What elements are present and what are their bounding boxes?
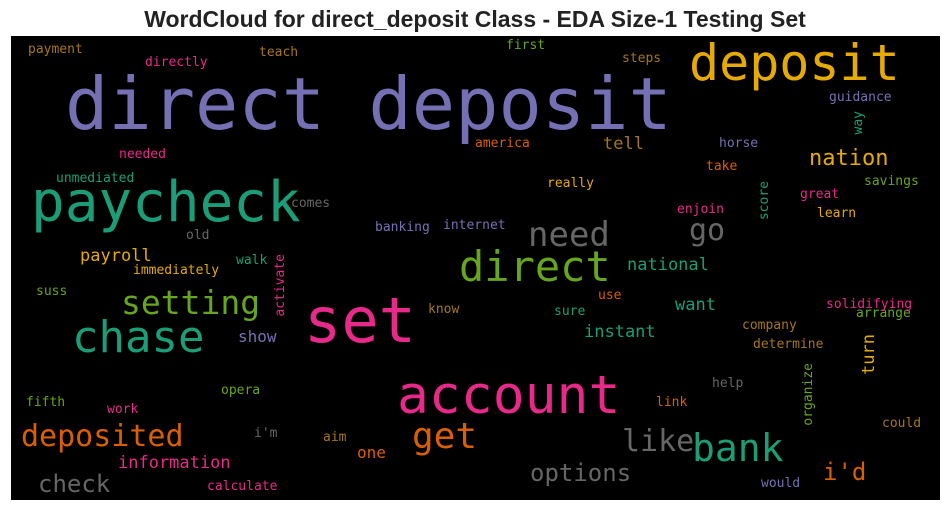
word-great: great [800,187,840,202]
word-payroll: payroll [80,246,152,266]
word-use: use [598,288,622,303]
word-directly: directly [145,55,208,70]
word-know: know [428,302,460,317]
word-comes: comes [291,196,331,211]
word-want: want [675,295,716,315]
word-internet: internet [443,218,506,233]
word-organize: organize [801,363,816,426]
word-national: national [627,255,709,275]
word-help: help [712,376,744,391]
word-first: first [506,38,546,53]
word-paycheck: paycheck [31,170,301,235]
word-savings: savings [864,174,919,189]
word-activate: activate [273,254,288,317]
word-america: america [475,136,530,151]
word-set: set [304,284,416,357]
word-im: i'm [254,426,278,441]
word-score: score [757,181,772,221]
word-solidifying: solidifying [826,297,913,312]
word-instant: instant [584,322,656,342]
word-enjoin: enjoin [677,202,724,217]
word-calculate: calculate [207,479,278,494]
word-nation: nation [809,146,889,171]
word-information: information [118,453,231,473]
word-payment: payment [28,42,83,57]
word-check: check [38,470,111,498]
word-go: go [689,213,726,248]
word-teach: teach [259,45,299,60]
word-one: one [357,443,386,462]
word-get: get [412,416,478,457]
word-horse: horse [719,136,759,151]
word-unmediated: unmediated [56,171,135,186]
word-work: work [107,402,139,417]
word-really: really [547,176,594,191]
word-show: show [238,327,277,346]
word-guidance: guidance [829,90,892,105]
word-steps: steps [622,51,662,66]
chart-title: WordCloud for direct_deposit Class - EDA… [144,6,806,32]
word-fifth: fifth [26,395,66,410]
word-deposited: deposited [21,419,184,454]
word-banking: banking [375,220,430,235]
word-company: company [742,318,797,333]
word-need: need [528,215,610,255]
word-turn: turn [859,334,879,375]
word-take: take [706,159,738,174]
word-like: like [622,424,695,459]
word-options: options [530,459,632,487]
word-bank: bank [692,426,784,470]
word-learn: learn [817,206,857,221]
word-needed: needed [119,147,166,162]
word-tell: tell [603,134,644,154]
word-direct-deposit: direct deposit [65,62,672,146]
word-arrange: arrange [856,306,911,321]
word-setting: setting [121,283,261,322]
word-id: i'd [823,458,867,486]
word-walk: walk [236,253,268,268]
word-immediately: immediately [133,263,220,278]
word-old: old [186,228,210,243]
word-chase: chase [72,312,205,363]
word-cloud: direct deposit deposit paycheck set acco… [11,36,940,500]
word-opera: opera [221,383,261,398]
word-deposit: deposit [689,36,900,92]
word-suss: suss [36,284,68,299]
word-could: could [882,416,922,431]
word-aim: aim [323,430,347,445]
word-link: link [656,395,688,410]
word-would: would [761,476,801,491]
word-account: account [397,365,621,426]
word-sure: sure [554,304,586,319]
word-way: way [851,111,866,135]
word-determine: determine [753,337,824,352]
word-direct: direct [459,242,611,291]
